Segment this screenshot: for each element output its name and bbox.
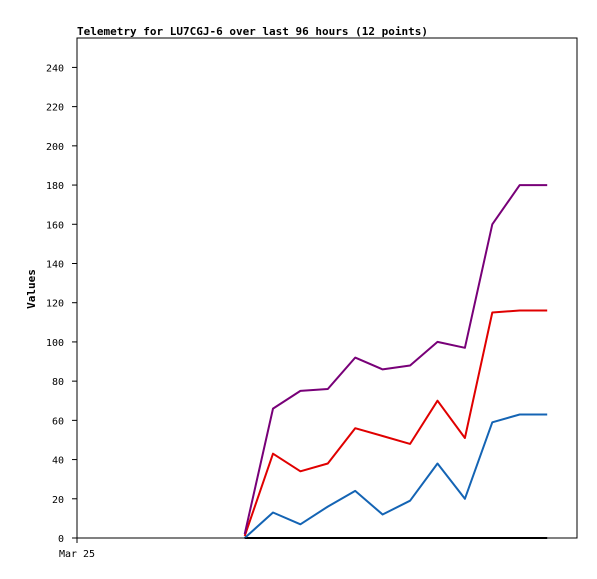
y-tick-label: 20 — [52, 495, 64, 506]
chart-title: Telemetry for LU7CGJ-6 over last 96 hour… — [77, 25, 428, 38]
y-tick-label: 0 — [58, 534, 64, 545]
y-tick-label: 200 — [46, 142, 64, 153]
y-tick-label: 180 — [46, 181, 64, 192]
y-tick-label: 220 — [46, 103, 64, 114]
y-axis-label: Values — [25, 269, 38, 309]
x-tick-label: Mar 25 — [59, 549, 95, 560]
plot-frame — [76, 37, 578, 539]
series-line-2 — [244, 413, 548, 539]
y-axis-ticks: 0 20 40 60 80 100 120 140 160 180 200 220 240 — [46, 63, 77, 545]
series-line-4 — [243, 184, 548, 535]
y-tick-label: 140 — [46, 259, 64, 270]
series-line-3 — [243, 309, 548, 537]
y-tick-label: 100 — [46, 338, 64, 349]
y-tick-label: 240 — [46, 63, 64, 74]
y-tick-label: 80 — [52, 377, 64, 388]
y-tick-label: 160 — [46, 220, 64, 231]
y-tick-label: 60 — [52, 416, 64, 427]
x-axis-ticks: Mar 25 — [59, 538, 95, 560]
y-tick-label: 120 — [46, 299, 64, 310]
y-tick-label: 40 — [52, 456, 64, 467]
